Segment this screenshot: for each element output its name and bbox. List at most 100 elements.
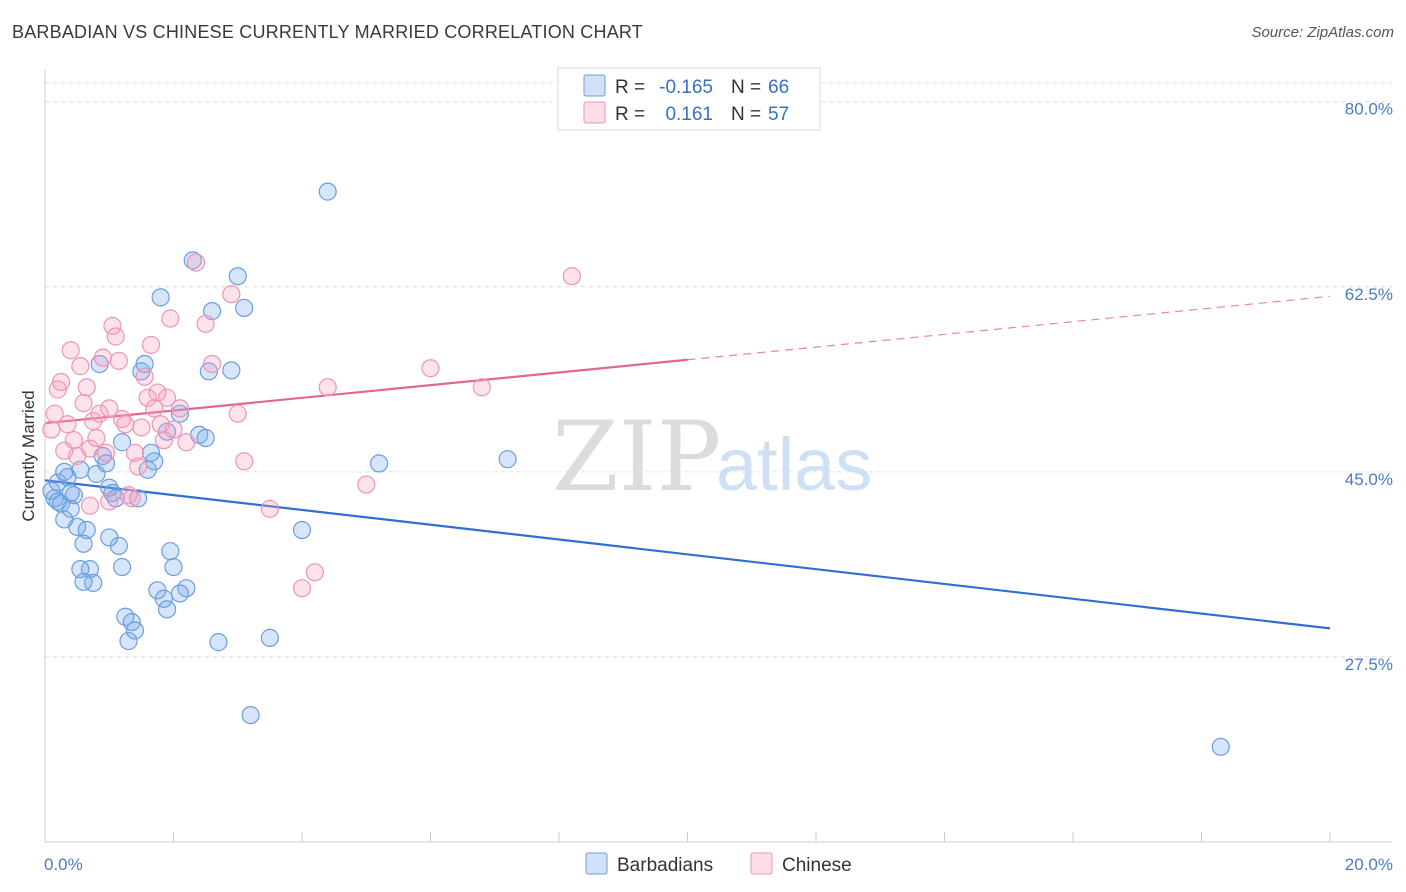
watermark-zip: ZIP [552,401,721,513]
chinese-point [125,443,145,462]
barbadian-point [196,428,215,448]
chinese-point [562,267,581,286]
barbadian-point [498,450,517,469]
chinese-point [77,378,96,397]
legend-box [557,67,821,131]
barbadian-point [48,492,67,511]
y-axis-label: Currently Married [19,390,38,521]
chinese-point [51,372,71,392]
chinese-point [202,354,222,374]
legend-r-label: R = [615,104,645,125]
chinese-point [119,486,138,505]
y-tick-label: 80.0% [1345,100,1393,119]
chinese-point [228,404,247,423]
trend-line-0 [44,479,1331,630]
chinese-point [235,452,254,471]
barbadian-point [145,452,164,471]
chinese-point [472,378,491,397]
legend-swatch-chinese [750,852,773,875]
tick-labels: 27.5% 45.0% 62.5% 80.0% 0.0% 20.0% [44,100,1393,874]
chinese-point [100,492,119,511]
legend-n-label: N = [731,104,761,125]
barbadian-point [235,298,254,318]
correlation-legend: R = -0.165 N = 66 R = 0.161 N = 57 [557,67,821,131]
chinese-point [164,420,183,439]
trend-lines [44,295,1331,630]
data-points [42,182,1230,756]
chinese-point [87,428,106,448]
barbadian-point [96,454,116,473]
legend-r-value: 0.161 [665,104,713,125]
chinese-point [61,341,80,360]
barbadian-point [170,584,190,603]
chinese-point [129,457,148,476]
chinese-point [161,309,180,328]
chinese-point [106,327,125,346]
chinese-point [260,499,279,518]
y-tick-label: 62.5% [1345,285,1393,304]
barbadian-point [74,534,93,553]
barbadian-point [241,705,260,725]
barbadian-point [55,462,74,481]
chart-source: Source: ZipAtlas.com [1251,24,1394,41]
chinese-point [90,404,109,423]
legend-label-barbadians: Barbadians [617,855,713,876]
chinese-point [58,415,77,434]
chinese-point [170,399,190,418]
watermark-atlas: atlas [716,423,872,506]
chinese-point [100,399,119,418]
trend-line-1 [44,358,688,425]
barbadian-point [318,182,337,201]
chinese-point [318,378,337,397]
chinese-point [292,579,312,598]
chinese-point [138,388,157,407]
barbadian-point [228,267,247,286]
chinese-point [80,496,100,515]
chinese-point [71,357,90,376]
legend-swatch-chinese [583,101,606,124]
legend-n-label: N = [731,77,761,98]
chinese-point [222,285,241,304]
chinese-point [305,563,324,582]
barbadian-point [112,557,132,577]
grid-lines [45,82,1392,658]
chinese-point [93,348,112,367]
chinese-point [357,475,376,494]
x-tick-label: 20.0% [1345,855,1393,874]
chinese-point [141,335,161,355]
barbadian-point [119,631,138,651]
barbadian-point [112,433,132,452]
legend-label-chinese: Chinese [782,855,852,876]
barbadian-point [151,288,170,307]
barbadian-point [164,557,183,577]
chinese-point [45,404,64,423]
barbadian-point [370,454,389,473]
barbadian-point [61,483,80,503]
legend-swatch-barbadians [585,852,608,875]
chinese-point [116,415,135,434]
barbadian-point [135,354,154,374]
legend-n-value: 57 [768,104,789,125]
barbadian-point [125,621,145,640]
chart-title: BARBADIAN VS CHINESE CURRENTLY MARRIED C… [12,22,643,42]
x-tick-label: 0.0% [44,855,83,874]
barbadian-point [154,589,173,608]
barbadian-point [100,528,119,547]
y-tick-label: 45.0% [1345,470,1393,489]
barbadian-point [77,520,96,540]
series-legend: Barbadians Chinese [585,852,852,876]
chinese-point [74,394,93,413]
chinese-point [96,443,116,462]
barbadian-point [292,520,312,540]
barbadian-point [64,486,84,505]
chinese-point [148,383,167,402]
barbadian-point [161,542,180,561]
barbadian-point [48,473,67,492]
barbadian-point [129,489,148,508]
chinese-point [103,316,122,336]
legend-r-value: -0.165 [659,77,713,98]
legend-swatch-barbadian [583,74,606,97]
chinese-point [42,420,61,439]
barbadian-point [74,572,93,591]
